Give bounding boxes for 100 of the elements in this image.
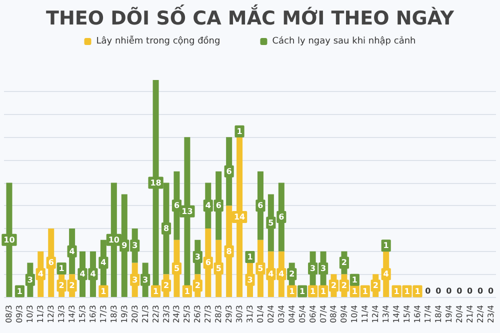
data-label: 3	[27, 275, 33, 284]
data-label: 5	[216, 264, 222, 273]
x-tick-label: 05/4	[298, 305, 307, 323]
data-label: 0	[425, 286, 432, 296]
data-label: 1	[100, 286, 107, 296]
data-label: 3	[310, 264, 316, 273]
data-label: 6	[205, 258, 212, 268]
data-label: 6	[258, 201, 264, 210]
x-tick-label: 23/4	[486, 305, 496, 323]
x-tick-label: 06/4	[308, 305, 318, 323]
data-label: 3	[142, 275, 148, 284]
x-tick-label: 31/3	[246, 305, 254, 323]
data-label: 1	[289, 286, 296, 296]
data-label: 1	[414, 286, 421, 296]
x-tick-label: 20/3	[130, 305, 140, 323]
data-label: 6	[278, 212, 285, 222]
data-label: 1	[236, 126, 243, 136]
legend-label: Cách ly ngay sau khi nhập cảnh	[272, 36, 416, 46]
data-label: 4	[38, 270, 44, 279]
data-label: 4	[69, 246, 76, 256]
data-label: 2	[194, 281, 200, 290]
data-label: 4	[268, 270, 274, 279]
data-label: 4	[80, 270, 86, 279]
data-label: 14	[234, 212, 246, 222]
x-tick-label: 03/4	[276, 305, 286, 323]
data-label: 1	[184, 286, 190, 296]
x-tick-label: 12/4	[371, 305, 380, 323]
legend-label: Lây nhiễm trong cộng đồng	[96, 36, 220, 46]
x-tick-label: 18/4	[434, 305, 443, 323]
data-label: 1	[16, 286, 23, 296]
data-label: 6	[48, 258, 54, 268]
x-tick-label: 02/4	[266, 305, 276, 323]
x-tick-label: 09/3	[15, 305, 24, 323]
x-tick-label: 04/4	[287, 305, 296, 323]
data-label: 6	[216, 201, 222, 210]
data-label: 0	[478, 286, 484, 296]
x-tick-label: 11/4	[360, 305, 370, 323]
x-tick-label: 29/3	[224, 305, 234, 323]
x-tick-label: 13/3	[57, 305, 66, 323]
data-label: 6	[226, 166, 232, 176]
data-label: 5	[174, 264, 180, 273]
data-label: 0	[456, 286, 463, 296]
data-label: 2	[341, 258, 347, 268]
x-tick-label: 13/4	[382, 305, 391, 323]
data-label: 1	[383, 241, 390, 250]
data-label: 1	[352, 286, 358, 296]
data-label: 1	[404, 286, 410, 296]
data-label: 3	[132, 275, 138, 284]
data-label: 10	[108, 235, 120, 244]
data-label: 3	[247, 275, 253, 284]
x-tick-label: 26/3	[193, 305, 202, 323]
data-label: 1	[352, 275, 358, 284]
x-tick-label: 19/4	[444, 305, 454, 323]
data-label: 0	[488, 286, 494, 296]
x-tick-label: 23/3	[162, 305, 171, 323]
x-tick-label: 27/3	[204, 305, 213, 323]
x-tick-label: 21/4	[465, 305, 474, 323]
data-label: 4	[100, 258, 107, 268]
x-tick-label: 12/3	[46, 305, 56, 323]
x-tick-label: 22/4	[476, 305, 485, 323]
x-tick-label: 25/3	[182, 305, 192, 323]
x-tick-label: 15/4	[402, 305, 412, 323]
data-label: 18	[150, 178, 162, 188]
data-label: 2	[372, 281, 378, 290]
data-label: 1	[247, 252, 254, 262]
data-label: 9	[122, 241, 128, 250]
data-label: 4	[278, 270, 285, 279]
data-label: 2	[330, 281, 337, 290]
x-tick-label: 16/3	[88, 305, 98, 323]
x-tick-label: 19/3	[120, 305, 129, 323]
data-label: 1	[153, 286, 159, 296]
data-label: 8	[163, 224, 170, 233]
data-label: 2	[163, 281, 170, 290]
x-tick-label: 24/3	[172, 305, 182, 323]
data-label: 4	[383, 270, 390, 279]
data-label: 1	[58, 264, 65, 273]
x-tick-label: 28/3	[214, 305, 224, 323]
x-tick-label: 08/3	[4, 305, 14, 323]
data-label: 0	[446, 286, 452, 296]
data-label: 6	[174, 201, 180, 210]
data-label: 5	[258, 264, 264, 273]
x-tick-label: 09/4	[340, 305, 349, 323]
data-label: 5	[268, 218, 274, 228]
x-tick-label: 10/4	[350, 305, 360, 323]
x-tick-label: 17/4	[423, 305, 432, 323]
data-label: 2	[341, 281, 347, 290]
data-label: 1	[320, 286, 326, 296]
data-label: 0	[467, 286, 474, 296]
x-tick-label: 07/4	[318, 305, 328, 323]
x-tick-label: 20/4	[454, 305, 464, 323]
x-tick-label: 14/4	[392, 305, 402, 323]
x-tick-label: 16/4	[412, 305, 422, 323]
data-label: 13	[182, 206, 193, 216]
chart-title: THEO DÕI SỐ CA MẮC MỚI THEO NGÀY	[46, 4, 454, 30]
x-tick-label: 14/3	[68, 305, 77, 323]
data-label: 3	[320, 264, 326, 273]
data-label: 0	[436, 286, 442, 296]
data-label: 8	[226, 246, 232, 256]
x-tick-label: 22/3	[151, 305, 160, 323]
data-label: 3	[132, 241, 138, 250]
